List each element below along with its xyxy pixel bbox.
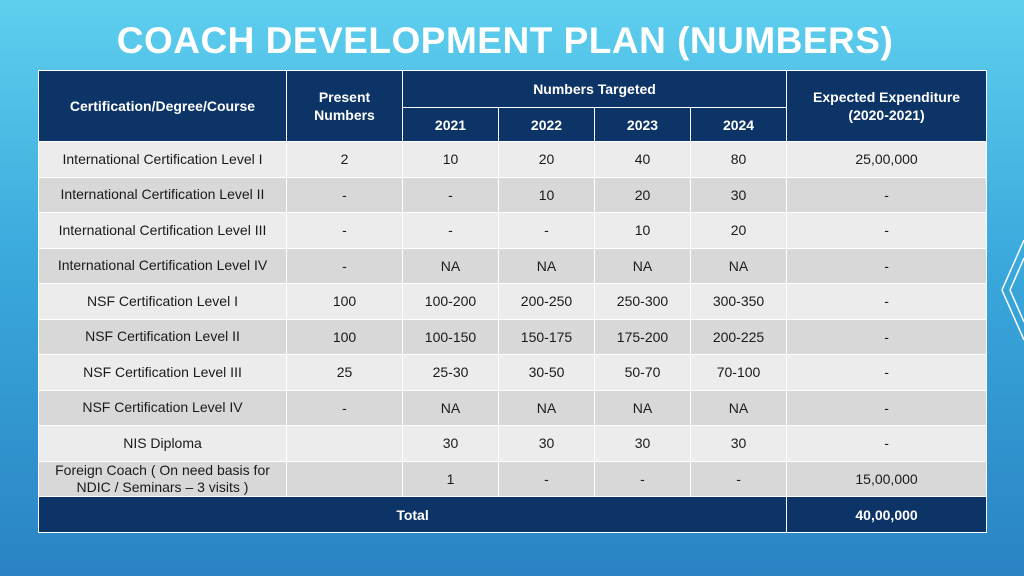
year-2024-cell: 30	[689, 176, 788, 213]
year-2021-cell: NA	[402, 389, 499, 426]
year-2022-cell: -	[498, 212, 595, 249]
present-cell	[286, 425, 403, 462]
table-row: Foreign Coach ( On need basis for NDIC /…	[38, 460, 988, 497]
table-row: NSF Certification Level IV - NA NA NA NA -	[38, 389, 988, 426]
course-cell: Foreign Coach ( On need basis for NDIC /…	[38, 460, 287, 497]
year-2022-cell: 150-175	[498, 318, 595, 355]
year-2021-cell: 25-30	[402, 354, 499, 391]
table-row: International Certification Level III - - -…	[38, 212, 988, 249]
present-cell: 25	[286, 354, 403, 391]
year-2024-cell: 30	[689, 425, 788, 462]
year-2022-cell: 200-250	[498, 283, 595, 320]
chevron-decoration-icon	[1001, 239, 1024, 341]
year-2022-cell: NA	[498, 389, 595, 426]
year-2022-cell: 30-50	[498, 354, 595, 391]
year-2021-cell: 10	[402, 141, 499, 178]
table-row: NSF Certification Level I 100 100-200 200-2…	[38, 283, 988, 320]
table-row: International Certification Level IV - NA N…	[38, 247, 988, 284]
header-course: Certification/Degree/Course	[38, 70, 287, 142]
page-title: COACH DEVELOPMENT PLAN (NUMBERS)	[116, 20, 894, 61]
year-2023-cell: 175-200	[594, 318, 691, 355]
course-cell: NSF Certification Level I	[38, 283, 287, 320]
present-cell: 2	[286, 141, 403, 178]
course-cell: NSF Certification Level IV	[38, 389, 287, 426]
table-row: International Certification Level I 2 10 20…	[38, 141, 988, 178]
year-2023-cell: 250-300	[594, 283, 691, 320]
year-2023-cell: 30	[594, 425, 691, 462]
year-2023-cell: 40	[594, 141, 691, 178]
course-cell: NSF Certification Level III	[38, 354, 287, 391]
expenditure-cell: 25,00,000	[786, 141, 988, 178]
table-row: NIS Diploma 30 30 30 30-	[38, 425, 988, 462]
total-value: 40,00,000	[786, 496, 988, 533]
course-cell: International Certification Level II	[38, 176, 287, 213]
year-2023-cell: 20	[594, 176, 691, 213]
course-cell: International Certification Level I	[38, 141, 287, 178]
expenditure-cell: -	[786, 389, 988, 426]
header-year-2024: 2024	[689, 107, 788, 142]
table-row: NSF Certification Level III 25 25-30 30-50 5…	[38, 354, 988, 391]
expenditure-cell: -	[786, 247, 988, 284]
course-cell: NIS Diploma	[38, 425, 287, 462]
present-cell: -	[286, 389, 403, 426]
coach-development-table: Certification/Degree/Course Present Numb…	[37, 70, 988, 533]
year-2023-cell: NA	[594, 247, 691, 284]
present-cell: -	[286, 212, 403, 249]
year-2023-cell: 10	[594, 212, 691, 249]
expenditure-cell: -	[786, 318, 988, 355]
expenditure-cell: 15,00,000	[786, 460, 988, 497]
year-2024-cell: 300-350	[689, 283, 788, 320]
year-2024-cell: NA	[689, 247, 788, 284]
year-2021-cell: 100-150	[402, 318, 499, 355]
header-expenditure: Expected Expenditure (2020-2021)	[786, 70, 988, 142]
header-numbers-targeted: Numbers Targeted	[401, 70, 788, 108]
expenditure-cell: -	[786, 425, 988, 462]
header-year-2023: 2023	[594, 107, 691, 142]
table-row: NSF Certification Level II 100 100-150 150-…	[38, 318, 988, 355]
year-2022-cell: NA	[498, 247, 595, 284]
year-2024-cell: 20	[689, 212, 788, 249]
course-cell: International Certification Level IV	[38, 247, 287, 284]
year-2023-cell: 50-70	[594, 354, 691, 391]
year-2024-cell: 200-225	[689, 318, 788, 355]
expenditure-cell: -	[786, 212, 988, 249]
year-2022-cell: 20	[498, 141, 595, 178]
total-row: Total 40,00,000	[37, 496, 988, 533]
present-cell	[286, 460, 403, 497]
year-2021-cell: 30	[402, 425, 499, 462]
year-2023-cell: NA	[594, 389, 691, 426]
year-2022-cell: 30	[498, 425, 595, 462]
expenditure-cell: -	[786, 176, 988, 213]
year-2021-cell: 1	[402, 460, 499, 497]
year-2024-cell: NA	[689, 389, 788, 426]
year-2021-cell: 100-200	[402, 283, 499, 320]
year-2024-cell: 80	[689, 141, 788, 178]
course-cell: International Certification Level III	[38, 212, 287, 249]
year-2024-cell: 70-100	[689, 354, 788, 391]
year-2023-cell: -	[594, 460, 691, 497]
course-cell: NSF Certification Level II	[38, 318, 287, 355]
header-year-2022: 2022	[498, 107, 595, 142]
table-row: International Certification Level II - -10…	[38, 176, 988, 213]
present-cell: -	[286, 176, 403, 213]
expenditure-cell: -	[786, 283, 988, 320]
year-2021-cell: -	[402, 176, 499, 213]
year-2022-cell: 10	[498, 176, 595, 213]
year-2022-cell: -	[498, 460, 595, 497]
header-year-2021: 2021	[402, 107, 499, 142]
total-label: Total	[37, 496, 788, 533]
present-cell: -	[286, 247, 403, 284]
year-2021-cell: -	[402, 212, 499, 249]
present-cell: 100	[286, 283, 403, 320]
header-present: Present Numbers	[286, 70, 403, 142]
year-2021-cell: NA	[402, 247, 499, 284]
year-2024-cell: -	[689, 460, 788, 497]
expenditure-cell: -	[786, 354, 988, 391]
present-cell: 100	[286, 318, 403, 355]
